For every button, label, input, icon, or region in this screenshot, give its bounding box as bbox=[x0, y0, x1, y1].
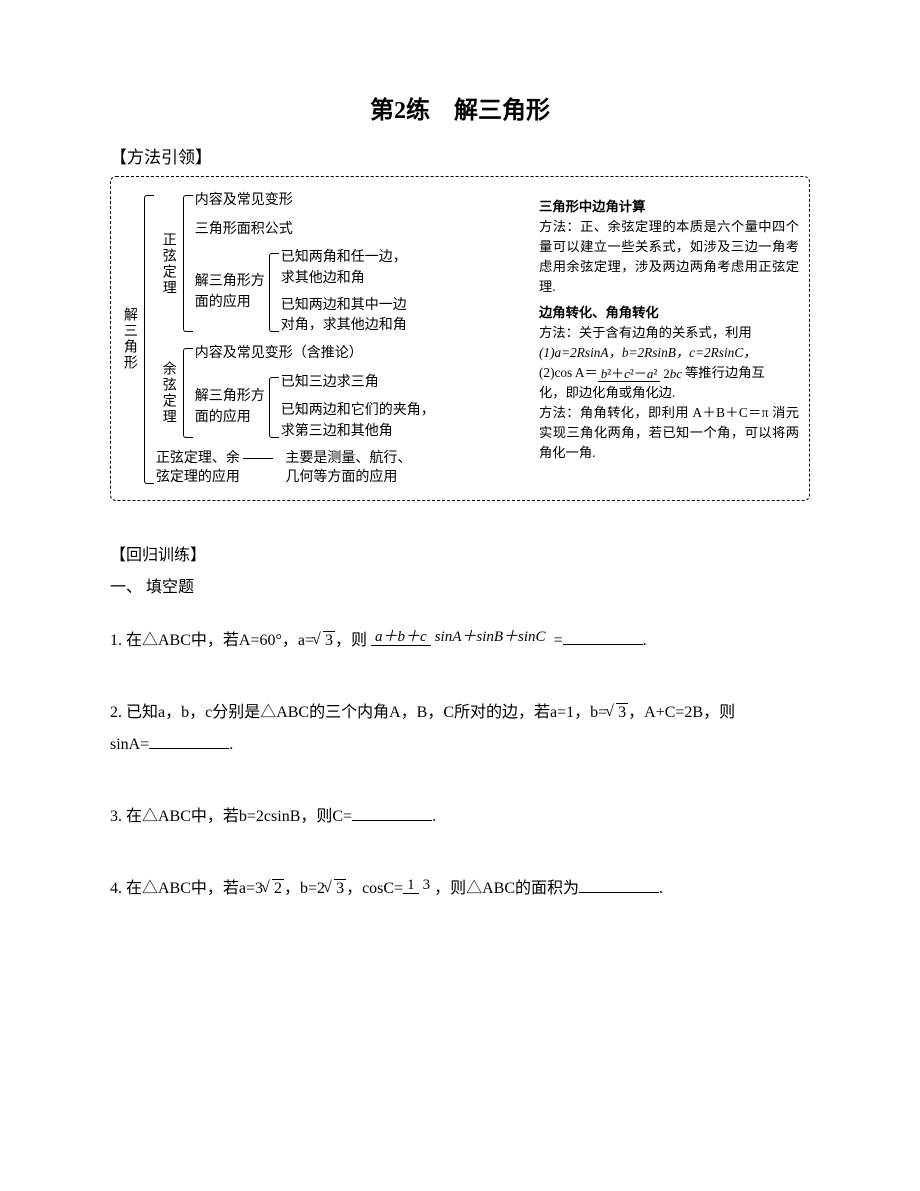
cosine-branch: 余弦定理 内容及常见变形（含推论） 解三角形方 面的应用 已知三边求三角 bbox=[156, 344, 435, 442]
bracket-icon bbox=[269, 253, 279, 333]
concept-tree: 解三角形 正弦定理 内容及常见变形 三角形面积公式 解三角形方 面的应用 bbox=[117, 191, 531, 488]
bracket-icon bbox=[269, 377, 279, 438]
note-para-1: 方法：正、余弦定理的本质是六个量中四个量可以建立一些关系式，如涉及三边一角考虑用… bbox=[539, 217, 799, 297]
cosine-case-2: 已知两边和它们的夹角， 求第三边和其他角 bbox=[281, 402, 435, 442]
answer-blank bbox=[579, 877, 659, 893]
page-title: 第2练 解三角形 bbox=[110, 90, 810, 125]
bracket-icon bbox=[144, 195, 154, 484]
cosine-label: 余弦定理 bbox=[156, 361, 179, 425]
cosine-case-1: 已知三边求三角 bbox=[281, 373, 435, 394]
sine-leaf-1: 内容及常见变形 bbox=[195, 191, 407, 212]
practice-section: 【回归训练】 一、 填空题 1. 在△ABC中，若A=60°，a=3，则 a＋b… bbox=[110, 541, 810, 906]
cosine-app-label: 解三角形方 面的应用 bbox=[195, 388, 265, 428]
problem-1: 1. 在△ABC中，若A=60°，a=3，则 a＋b＋csinA＋sinB＋si… bbox=[110, 625, 810, 657]
cosine-leaf-1: 内容及常见变形（含推论） bbox=[195, 344, 435, 365]
bracket-icon bbox=[183, 195, 193, 332]
problem-2: 2. 已知a，b，c分别是△ABC的三个内角A，B，C所对的边，若a=1，b=3… bbox=[110, 697, 810, 761]
sine-app-label: 解三角形方 面的应用 bbox=[195, 273, 265, 313]
note-para-2d: 化，即边化角或角化边. bbox=[539, 383, 799, 403]
answer-blank bbox=[563, 629, 643, 645]
sine-case-2: 已知两边和其中一边 对角，求其他边和角 bbox=[281, 297, 407, 337]
fill-in-label: 一、 填空题 bbox=[110, 573, 810, 597]
note-para-2b: (1)a=2RsinA，b=2RsinB，c=2RsinC， bbox=[539, 343, 799, 363]
sine-branch: 正弦定理 内容及常见变形 三角形面积公式 解三角形方 面的应用 已知两角和任一边 bbox=[156, 191, 435, 336]
notes-panel: 三角形中边角计算 方法：正、余弦定理的本质是六个量中四个量可以建立一些关系式，如… bbox=[539, 191, 799, 488]
app-right-2: 几何等方面的应用 bbox=[285, 469, 411, 488]
answer-blank bbox=[352, 805, 432, 821]
sine-label: 正弦定理 bbox=[156, 232, 179, 296]
note-para-2a: 方法：关于含有边角的关系式，利用 bbox=[539, 323, 799, 343]
section-practice-label: 【回归训练】 bbox=[110, 541, 810, 565]
tree-root: 解三角形 bbox=[117, 307, 140, 371]
app-left-2: 弦定理的应用 bbox=[156, 469, 274, 488]
note-heading-2: 边角转化、角角转化 bbox=[539, 303, 799, 323]
problem-3: 3. 在△ABC中，若b=2csinB，则C=. bbox=[110, 801, 810, 833]
sine-app: 解三角形方 面的应用 已知两角和任一边， 求其他边和角 已知两边和其中一边 bbox=[195, 249, 407, 337]
problem-4: 4. 在△ABC中，若a=32，b=23，cosC=13，则△ABC的面积为. bbox=[110, 873, 810, 905]
cosine-app: 解三角形方 面的应用 已知三边求三角 已知两边和它们的夹角， 求第三边和其他角 bbox=[195, 373, 435, 442]
fraction-expr: a＋b＋csinA＋sinB＋sinC bbox=[371, 621, 550, 653]
note-para-3: 方法：角角转化，即利用 A＋B＋C＝π 消元实现三角化两角，若已知一个角，可以将… bbox=[539, 403, 799, 463]
app-left-1: 正弦定理、余 bbox=[156, 450, 274, 469]
app-right-1: 主要是测量、航行、 bbox=[285, 450, 411, 469]
section-method-label: 【方法引领】 bbox=[110, 143, 810, 168]
bracket-icon bbox=[183, 348, 193, 438]
application-branch: 正弦定理、余 弦定理的应用 主要是测量、航行、 几何等方面的应用 bbox=[156, 450, 435, 488]
note-para-2c: (2)cos A＝b²＋c²－a²2bc等推行边角互 bbox=[539, 363, 799, 384]
method-diagram: 解三角形 正弦定理 内容及常见变形 三角形面积公式 解三角形方 面的应用 bbox=[110, 176, 810, 501]
sine-case-1: 已知两角和任一边， 求其他边和角 bbox=[281, 249, 407, 289]
note-heading-1: 三角形中边角计算 bbox=[539, 197, 799, 217]
sine-leaf-2: 三角形面积公式 bbox=[195, 220, 407, 241]
answer-blank bbox=[149, 733, 229, 749]
